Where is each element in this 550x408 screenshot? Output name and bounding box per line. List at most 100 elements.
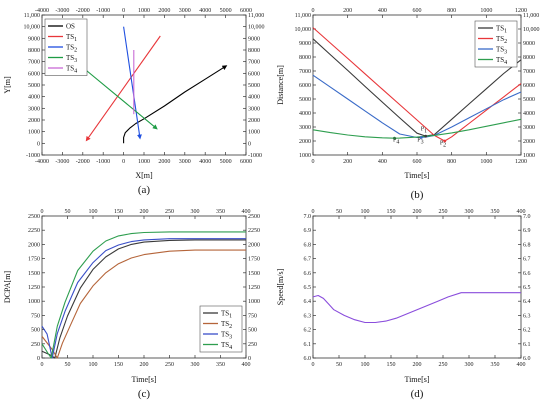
x-top-tick-label: 1000 bbox=[480, 8, 492, 14]
panel-label: (a) bbox=[138, 184, 151, 196]
y-right-tick-label: 0 bbox=[248, 141, 251, 147]
x-axis-label: Time[s] bbox=[404, 171, 429, 180]
panel-label: (b) bbox=[411, 189, 424, 201]
x-top-tick-label: 350 bbox=[491, 209, 500, 215]
y-right-tick-label: 8000 bbox=[248, 48, 260, 54]
y-right-tick-label: 500 bbox=[248, 328, 257, 334]
y-right-tick-label: 8000 bbox=[523, 55, 535, 61]
legend-label: TS1 bbox=[496, 25, 507, 35]
y-tick-label: 2250 bbox=[28, 228, 40, 234]
x-top-tick-label: 150 bbox=[387, 209, 396, 215]
y-right-tick-label: 10,000 bbox=[248, 25, 265, 31]
x-tick-label: -3000 bbox=[55, 159, 69, 165]
legend-label: TS3 bbox=[221, 331, 232, 341]
x-tick-label: 0 bbox=[41, 362, 44, 368]
y-tick-label: 8000 bbox=[28, 48, 40, 54]
legend-box bbox=[199, 305, 243, 353]
x-top-tick-label: -1000 bbox=[96, 8, 110, 14]
y-right-tick-label: 6.2 bbox=[523, 328, 531, 334]
y-tick-label: 0 bbox=[37, 356, 40, 362]
x-tick-label: 250 bbox=[165, 362, 174, 368]
y-tick-label: 3000 bbox=[299, 125, 311, 131]
y-tick-label: 6000 bbox=[299, 83, 311, 89]
y-right-tick-label: 1000 bbox=[248, 130, 260, 136]
y-tick-label: 6.8 bbox=[304, 242, 312, 248]
y-tick-label: 0 bbox=[37, 141, 40, 147]
series-line-ts2 bbox=[123, 26, 142, 140]
y-tick-label: 1500 bbox=[28, 271, 40, 277]
x-axis-label: Time[s] bbox=[131, 375, 156, 384]
y-right-tick-label: 11,000 bbox=[523, 13, 539, 19]
y-tick-label: 6.4 bbox=[304, 299, 312, 305]
y-right-tick-label: 6.4 bbox=[523, 299, 531, 305]
y-right-tick-label: 6.0 bbox=[523, 356, 531, 362]
series-line-ts2 bbox=[41, 249, 246, 359]
x-top-tick-label: -3000 bbox=[55, 8, 69, 14]
y-tick-label: 10,000 bbox=[295, 27, 312, 33]
x-axis-label: X[m] bbox=[135, 171, 153, 180]
series-line-ts2 bbox=[312, 27, 522, 142]
x-tick-label: 400 bbox=[517, 362, 526, 368]
series-line-ts1 bbox=[312, 38, 522, 137]
y-right-tick-label: 1000 bbox=[523, 153, 535, 159]
y-right-tick-label: 750 bbox=[248, 313, 257, 319]
legend-label: TS4 bbox=[221, 341, 232, 351]
y-right-tick-label: 1250 bbox=[248, 285, 260, 291]
y-right-tick-label: 6.9 bbox=[523, 228, 531, 234]
x-top-tick-label: 2000 bbox=[158, 8, 170, 14]
x-top-tick-label: 300 bbox=[465, 209, 474, 215]
y-right-tick-label: 5000 bbox=[248, 83, 260, 89]
x-top-tick-label: 400 bbox=[517, 209, 526, 215]
y-right-tick-label: 2000 bbox=[248, 118, 260, 124]
panel-label: (c) bbox=[138, 388, 151, 400]
series-line-ts1 bbox=[85, 35, 161, 142]
y-tick-label: 250 bbox=[31, 342, 40, 348]
y-tick-label: 5000 bbox=[299, 97, 311, 103]
y-tick-label: 1000 bbox=[299, 153, 311, 159]
series-line-ts4 bbox=[41, 231, 246, 359]
y-right-tick-label: 0 bbox=[248, 356, 251, 362]
x-top-tick-label: 150 bbox=[114, 209, 123, 215]
y-right-tick-label: 3000 bbox=[248, 106, 260, 112]
y-tick-label: 2000 bbox=[28, 118, 40, 124]
x-tick-label: 0 bbox=[122, 159, 125, 165]
x-tick-label: 6000 bbox=[240, 159, 252, 165]
x-tick-label: 200 bbox=[343, 159, 352, 165]
y-tick-label: 7000 bbox=[28, 60, 40, 66]
y-right-tick-label: 6.6 bbox=[523, 271, 531, 277]
x-axis-label: Time[s] bbox=[404, 375, 429, 384]
x-top-tick-label: -2000 bbox=[76, 8, 90, 14]
y-tick-label: 2000 bbox=[28, 242, 40, 248]
y-right-tick-label: 11,000 bbox=[248, 13, 264, 19]
x-tick-label: -1000 bbox=[96, 159, 110, 165]
y-tick-label: 1000 bbox=[28, 299, 40, 305]
y-right-tick-label: 2000 bbox=[248, 242, 260, 248]
y-right-tick-label: -1000 bbox=[248, 153, 262, 159]
x-top-tick-label: 5000 bbox=[220, 8, 232, 14]
x-tick-label: 800 bbox=[447, 159, 456, 165]
x-tick-label: 200 bbox=[413, 362, 422, 368]
y-tick-label: 1250 bbox=[28, 285, 40, 291]
y-right-tick-label: 1000 bbox=[248, 299, 260, 305]
x-top-tick-label: 250 bbox=[439, 209, 448, 215]
legend-label: TS3 bbox=[66, 54, 77, 64]
x-top-tick-label: 1200 bbox=[515, 8, 527, 14]
closest-point-marker bbox=[419, 136, 423, 139]
y-tick-label: 6.3 bbox=[304, 313, 312, 319]
y-right-tick-label: 6.3 bbox=[523, 313, 531, 319]
x-top-tick-label: 0 bbox=[122, 8, 125, 14]
y-tick-label: 2500 bbox=[28, 214, 40, 220]
y-right-tick-label: 2500 bbox=[248, 214, 260, 220]
y-right-tick-label: 7000 bbox=[248, 60, 260, 66]
legend-label: TS1 bbox=[221, 310, 232, 320]
x-top-tick-label: 0 bbox=[41, 209, 44, 215]
x-tick-label: 350 bbox=[491, 362, 500, 368]
x-tick-label: 400 bbox=[242, 362, 251, 368]
y-right-tick-label: 6.7 bbox=[523, 257, 531, 263]
series-line-ts3 bbox=[41, 238, 246, 359]
y-tick-label: 6.6 bbox=[304, 271, 312, 277]
x-tick-label: -4000 bbox=[35, 159, 49, 165]
x-top-tick-label: 400 bbox=[378, 8, 387, 14]
